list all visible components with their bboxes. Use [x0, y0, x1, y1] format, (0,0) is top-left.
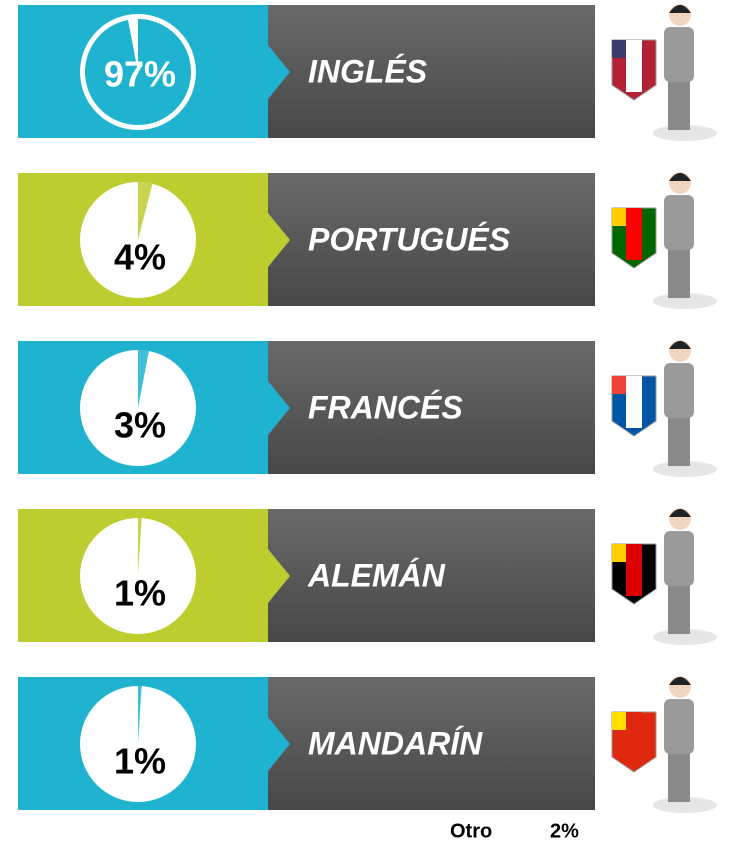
body: [664, 699, 694, 754]
flag-corner: [612, 208, 626, 226]
body: [664, 27, 694, 82]
row-notch: [268, 549, 290, 603]
legs: [668, 579, 690, 634]
pie-slice: [138, 686, 142, 744]
footer-label: Otro: [450, 820, 492, 842]
language-name: MANDARÍN: [308, 725, 483, 761]
pie-slice: [138, 518, 142, 576]
footer-value: 2%: [550, 820, 579, 842]
flag-band: [626, 712, 642, 764]
legs: [668, 75, 690, 130]
person-figure: [611, 4, 717, 141]
pie-label: 97%: [104, 54, 176, 95]
pie-label: 4%: [114, 237, 166, 278]
pie-label: 3%: [114, 405, 166, 446]
legs: [668, 243, 690, 298]
language-name: FRANCÉS: [308, 389, 463, 425]
flag-corner: [612, 40, 626, 58]
flag-band: [626, 208, 642, 260]
language-name: ALEMÁN: [307, 557, 446, 593]
flag-band: [626, 544, 642, 596]
row-right: [268, 173, 595, 306]
row-right: [268, 677, 595, 810]
pie-label: 1%: [114, 573, 166, 614]
body: [664, 363, 694, 418]
flag-corner: [612, 544, 626, 562]
hair: [669, 341, 691, 349]
person-figure: [611, 676, 717, 813]
hair: [669, 5, 691, 13]
flag-corner: [612, 712, 626, 730]
legs: [668, 747, 690, 802]
legs: [668, 411, 690, 466]
row-right: [268, 5, 595, 138]
pie-slice: [138, 181, 153, 240]
pie-slice: [84, 19, 191, 125]
person-figure: [611, 172, 717, 309]
hair: [669, 509, 691, 517]
person-figure: [611, 340, 717, 477]
language-name: INGLÉS: [308, 53, 428, 89]
flag-band: [626, 376, 642, 428]
row-notch: [268, 381, 290, 435]
row-notch: [268, 717, 290, 771]
row-right: [268, 509, 595, 642]
body: [664, 195, 694, 250]
pie-slice: [138, 350, 149, 408]
flag-corner: [612, 376, 626, 394]
hair: [669, 173, 691, 181]
row-notch: [268, 45, 290, 99]
row-notch: [268, 213, 290, 267]
hair: [669, 677, 691, 685]
row-right: [268, 341, 595, 474]
person-figure: [611, 508, 717, 645]
pie-label: 1%: [114, 741, 166, 782]
flag-band: [626, 40, 642, 92]
language-name: PORTUGUÉS: [308, 221, 511, 257]
body: [664, 531, 694, 586]
